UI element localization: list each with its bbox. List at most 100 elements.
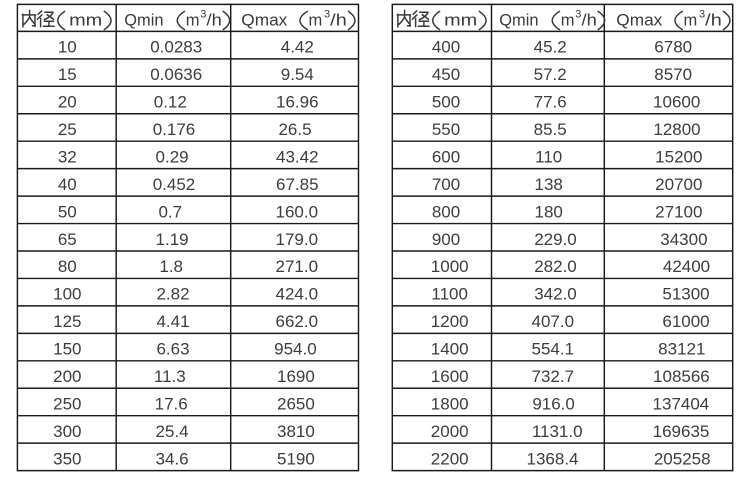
svg-text:m: m [186, 11, 200, 29]
svg-text:85.5: 85.5 [534, 120, 567, 139]
svg-text:450: 450 [432, 65, 460, 84]
svg-text:180: 180 [535, 202, 563, 221]
svg-text:205258: 205258 [654, 449, 711, 468]
svg-text:20700: 20700 [655, 175, 702, 194]
svg-text:12800: 12800 [653, 120, 700, 139]
svg-text:424.0: 424.0 [276, 285, 319, 304]
svg-text:271.0: 271.0 [276, 257, 319, 276]
svg-text:179.0: 179.0 [276, 230, 319, 249]
svg-text:Qmin: Qmin [499, 11, 538, 29]
svg-text:26.5: 26.5 [278, 120, 311, 139]
svg-text:350: 350 [53, 449, 81, 468]
svg-text:m: m [309, 11, 323, 29]
svg-text:169635: 169635 [653, 422, 710, 441]
svg-text:15: 15 [58, 65, 77, 84]
svg-text:77.6: 77.6 [534, 93, 567, 112]
svg-text:0.176: 0.176 [153, 120, 196, 139]
svg-text:65: 65 [58, 230, 77, 249]
svg-text:11.3: 11.3 [154, 367, 186, 386]
svg-text:/h: /h [207, 11, 222, 29]
svg-text:/h: /h [582, 11, 597, 29]
svg-text:mm: mm [69, 11, 102, 29]
svg-text:34300: 34300 [660, 230, 707, 249]
svg-text:80: 80 [58, 257, 77, 276]
svg-text:/h: /h [330, 11, 347, 29]
svg-text:20: 20 [58, 93, 77, 112]
svg-text:61000: 61000 [662, 312, 709, 331]
svg-text:0.0283: 0.0283 [150, 38, 202, 57]
svg-text:3: 3 [575, 9, 581, 21]
svg-text:45.2: 45.2 [534, 38, 567, 57]
svg-text:250: 250 [53, 394, 81, 413]
svg-text:125: 125 [53, 312, 81, 331]
svg-text:50: 50 [58, 202, 77, 221]
svg-text:9.54: 9.54 [281, 65, 314, 84]
svg-text:1131.0: 1131.0 [532, 422, 583, 441]
svg-text:137404: 137404 [653, 394, 710, 413]
svg-text:1600: 1600 [431, 367, 469, 386]
svg-text:16.96: 16.96 [276, 93, 319, 112]
svg-text:83121: 83121 [658, 340, 705, 359]
svg-text:229.0: 229.0 [534, 230, 577, 249]
svg-text:200: 200 [53, 367, 81, 386]
svg-text:954.0: 954.0 [274, 340, 317, 359]
svg-text:57.2: 57.2 [534, 65, 567, 84]
svg-text:138: 138 [535, 175, 563, 194]
svg-text:2000: 2000 [431, 422, 469, 441]
svg-text:/h: /h [705, 11, 722, 29]
svg-text:2.82: 2.82 [156, 285, 189, 304]
svg-text:0.29: 0.29 [156, 147, 189, 166]
svg-text:6.63: 6.63 [156, 340, 189, 359]
svg-text:342.0: 342.0 [534, 285, 577, 304]
svg-text:2650: 2650 [277, 394, 315, 413]
svg-text:1368.4: 1368.4 [527, 449, 579, 468]
svg-text:10: 10 [58, 38, 77, 57]
svg-text:3: 3 [324, 9, 330, 21]
svg-text:6780: 6780 [654, 38, 692, 57]
svg-text:3: 3 [699, 9, 705, 21]
svg-text:400: 400 [432, 38, 460, 57]
svg-text:1100: 1100 [431, 285, 468, 304]
svg-text:300: 300 [53, 422, 81, 441]
svg-text:150: 150 [53, 340, 81, 359]
svg-text:0.7: 0.7 [158, 202, 182, 221]
svg-text:10600: 10600 [653, 93, 700, 112]
svg-text:1200: 1200 [431, 312, 469, 331]
svg-text:160.0: 160.0 [276, 202, 319, 221]
svg-text:3: 3 [200, 9, 206, 21]
svg-text:25.4: 25.4 [156, 422, 189, 441]
svg-text:282.0: 282.0 [534, 257, 577, 276]
svg-text:407.0: 407.0 [532, 312, 575, 331]
svg-text:0.452: 0.452 [153, 175, 196, 194]
svg-text:43.42: 43.42 [276, 147, 319, 166]
svg-text:1690: 1690 [277, 367, 315, 386]
svg-text:34.6: 34.6 [156, 449, 189, 468]
svg-text:900: 900 [432, 230, 460, 249]
svg-text:1400: 1400 [431, 340, 469, 359]
svg-text:1.19: 1.19 [156, 230, 189, 249]
svg-text:17.6: 17.6 [155, 394, 188, 413]
svg-text:40: 40 [58, 175, 77, 194]
svg-text:2200: 2200 [431, 449, 469, 468]
svg-text:1.8: 1.8 [159, 257, 183, 276]
svg-text:67.85: 67.85 [276, 175, 319, 194]
svg-text:m: m [561, 11, 575, 29]
svg-text:554.1: 554.1 [532, 340, 575, 359]
svg-text:4.41: 4.41 [156, 312, 189, 331]
svg-text:108566: 108566 [653, 367, 710, 386]
svg-text:Qmax: Qmax [241, 11, 288, 29]
svg-text:Qmax: Qmax [616, 11, 663, 29]
svg-text:32: 32 [58, 147, 77, 166]
svg-text:1000: 1000 [431, 257, 469, 276]
svg-text:3810: 3810 [277, 422, 315, 441]
svg-text:100: 100 [53, 285, 81, 304]
svg-text:8570: 8570 [654, 65, 692, 84]
svg-text:700: 700 [432, 175, 460, 194]
svg-text:27100: 27100 [655, 202, 702, 221]
svg-text:0.12: 0.12 [154, 93, 187, 112]
svg-text:1800: 1800 [431, 394, 469, 413]
svg-text:0.0636: 0.0636 [150, 65, 202, 84]
svg-text:500: 500 [432, 93, 460, 112]
svg-text:662.0: 662.0 [276, 312, 319, 331]
svg-text:916.0: 916.0 [532, 394, 575, 413]
